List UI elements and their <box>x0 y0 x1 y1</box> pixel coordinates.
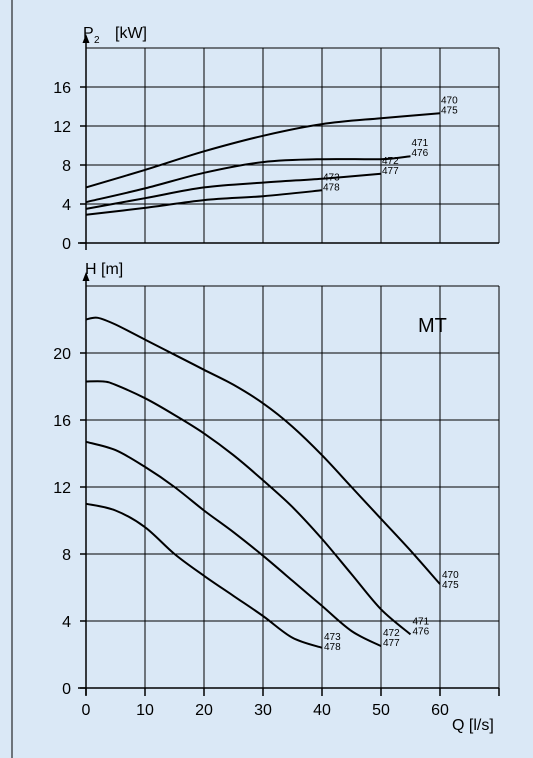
power-y-tick-label: 16 <box>53 80 71 97</box>
head-y-tick-label: 20 <box>53 346 71 363</box>
head-series-line <box>85 380 412 636</box>
head-y-tick-label: 16 <box>53 413 71 430</box>
power-series-line <box>85 189 323 216</box>
head-series-label: 470 475 <box>442 570 459 591</box>
head-y-tick-label: 0 <box>62 681 71 698</box>
head-series-label: 472 477 <box>383 628 400 649</box>
head-y-axis-arrow <box>82 272 90 281</box>
head-y-tick-label: 12 <box>53 480 71 497</box>
head-x-tick-label: 30 <box>254 702 272 719</box>
power-series-line <box>85 172 382 210</box>
power-series-label: 473 478 <box>323 172 340 193</box>
head-x-tick-label: 10 <box>136 702 154 719</box>
power-chart: 0 4 8 12 16 470 475 471 476 472 477 473 478 <box>53 34 500 253</box>
power-axis-label-sub: 2 <box>94 35 100 46</box>
power-series-line <box>85 112 441 189</box>
power-y-tick-label: 8 <box>62 158 71 175</box>
head-series-line <box>85 316 441 585</box>
power-axis-label-main: P <box>83 25 94 42</box>
head-series-label: 471 476 <box>413 616 430 637</box>
head-x-tick-label: 20 <box>195 702 213 719</box>
head-x-tick-label: 50 <box>372 702 390 719</box>
power-series-label: 471 476 <box>412 138 429 159</box>
power-axis-label-unit: [kW] <box>115 25 147 42</box>
head-series-line <box>85 502 323 649</box>
power-series-line <box>85 155 411 204</box>
head-series-line <box>85 440 382 647</box>
power-series-label: 470 475 <box>441 95 458 116</box>
head-y-tick-label: 8 <box>62 547 71 564</box>
head-series-label: 473 478 <box>324 632 341 653</box>
power-y-tick-label: 4 <box>62 197 71 214</box>
head-x-tick-label: 40 <box>313 702 331 719</box>
chart-title: MT <box>418 315 447 337</box>
power-y-axis-arrow <box>82 34 90 43</box>
head-x-tick-label: 0 <box>82 702 91 719</box>
head-y-tick-label: 4 <box>62 614 71 631</box>
head-x-tick-label: 60 <box>431 702 449 719</box>
power-series-label: 472 477 <box>382 156 399 177</box>
power-y-tick-label: 12 <box>53 119 71 136</box>
head-chart: 0 4 8 12 16 20 0 10 20 30 40 50 60 470 475 471 476 472 477… <box>53 272 500 719</box>
head-axis-label: H [m] <box>85 261 123 278</box>
power-y-tick-label: 0 <box>62 236 71 253</box>
x-axis-label: Q [l/s] <box>452 717 494 734</box>
